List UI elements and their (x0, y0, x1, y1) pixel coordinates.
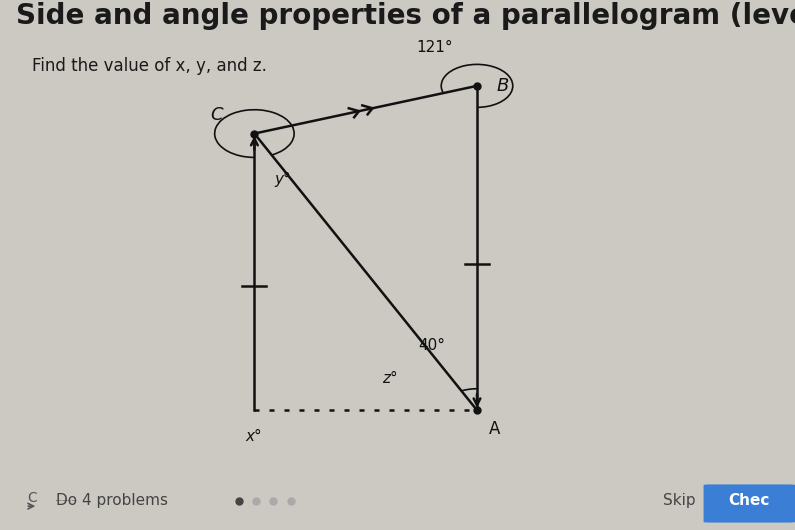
Text: 40°: 40° (418, 338, 445, 353)
Text: Do 4 problems: Do 4 problems (56, 493, 168, 508)
Text: C: C (27, 491, 37, 505)
Text: B: B (497, 77, 510, 95)
Text: Find the value of x, y, and z.: Find the value of x, y, and z. (56, 500, 76, 501)
Text: x°: x° (246, 429, 262, 444)
Text: Skip: Skip (663, 493, 696, 508)
Text: Find the value of x, y, and z.: Find the value of x, y, and z. (32, 57, 266, 75)
Text: 121°: 121° (417, 40, 453, 55)
FancyBboxPatch shape (704, 484, 795, 523)
Text: C: C (210, 106, 223, 124)
Text: A: A (489, 420, 500, 438)
Text: Chec: Chec (728, 493, 770, 508)
Text: Side and angle properties of a parallelogram (level 2): Side and angle properties of a parallelo… (16, 2, 795, 30)
Text: z°: z° (382, 372, 398, 386)
Text: y°: y° (274, 172, 291, 187)
